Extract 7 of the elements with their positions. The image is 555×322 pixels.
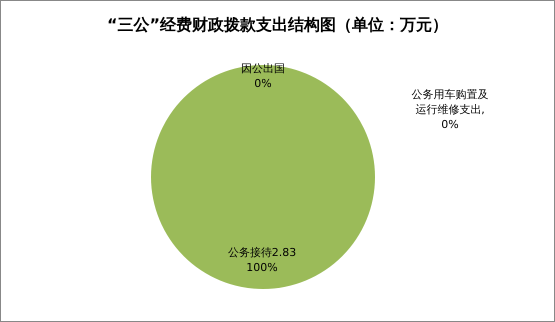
slice-label: 公务接待2.83 (228, 246, 296, 259)
text: 0% (254, 77, 272, 90)
category-label: 公务用车购置及运行维修支出, (412, 88, 488, 116)
category-label: 因公出国 (241, 62, 285, 75)
text: 0% (441, 118, 459, 131)
data-label: 100% (246, 261, 278, 274)
chart-title: “三公”经费财政拨款支出结构图（单位：万元） (106, 15, 448, 34)
